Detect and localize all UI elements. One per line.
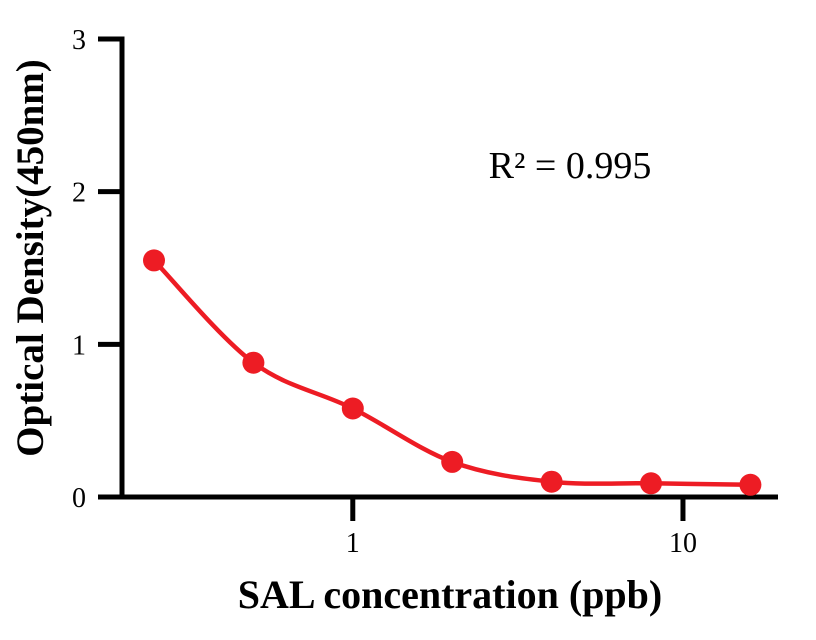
x-axis-title: SAL concentration (ppb)	[237, 572, 663, 617]
y-tick-label: 3	[72, 25, 86, 56]
x-tick-label: 10	[669, 528, 697, 559]
r-squared-annotation: R² = 0.995	[488, 145, 652, 187]
data-point	[739, 473, 762, 496]
y-tick-label: 1	[72, 330, 86, 361]
y-axis-title: Optical Density(450nm)	[9, 59, 52, 457]
data-point	[143, 249, 165, 272]
data-point	[341, 397, 364, 420]
y-tick-label: 0	[72, 483, 86, 514]
data-point	[640, 472, 662, 495]
x-tick-label: 1	[346, 528, 360, 559]
data-point	[242, 351, 265, 374]
y-tick-label: 2	[72, 178, 86, 209]
data-point	[441, 450, 464, 473]
data-point	[540, 470, 563, 493]
